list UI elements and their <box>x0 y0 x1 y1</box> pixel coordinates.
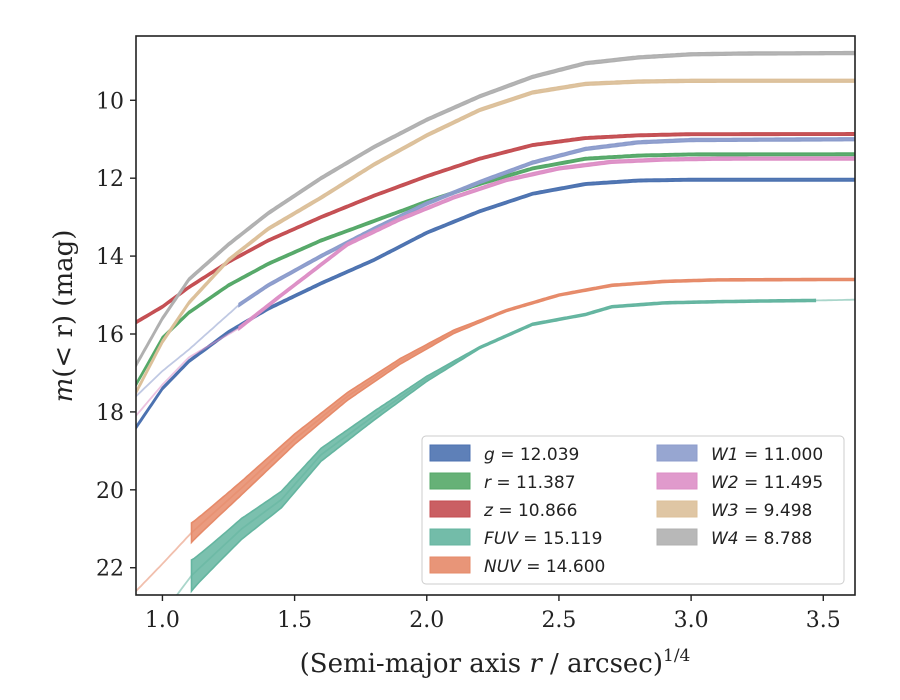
series-FUV <box>175 298 855 595</box>
legend-label: W4 = 8.788 <box>711 529 812 549</box>
legend-label: z = 10.866 <box>483 501 577 521</box>
series-band-g <box>136 177 855 431</box>
legend-swatch <box>656 472 698 490</box>
legend-entry-z: z = 10.866 <box>429 500 577 521</box>
series-line-z <box>136 133 855 324</box>
series-W1 <box>136 137 855 397</box>
x-axis-label: (Semi-major axis r / arcsec)1/4 <box>300 646 691 679</box>
legend-box <box>421 435 845 585</box>
x-axis-label-var: r <box>529 649 543 679</box>
legend-entry-W3: W3 = 9.498 <box>656 500 812 521</box>
legend: g = 12.039 r = 11.387 z = 10.866 FUV = 15.1… <box>421 435 845 585</box>
series-band-r <box>136 152 855 387</box>
x-axis: 1.0 1.5 2.0 2.5 3.0 3.5 <box>145 595 841 633</box>
legend-swatch <box>656 444 698 462</box>
y-tick-label: 12 <box>96 167 124 192</box>
series-line-W4 <box>136 52 855 366</box>
x-tick-label: 2.5 <box>541 608 576 633</box>
legend-entry-FUV: FUV = 15.119 <box>429 528 602 549</box>
y-tick-label: 14 <box>96 245 124 270</box>
series-band-NUV <box>190 277 855 545</box>
y-tick-label: 16 <box>96 323 124 348</box>
series-band-W1 <box>238 137 855 308</box>
series-W2 <box>136 156 855 417</box>
series-line-W2 <box>136 157 855 417</box>
legend-entry-r: r = 11.387 <box>429 472 576 493</box>
series-W3 <box>136 78 855 395</box>
legend-entry-W4: W4 = 8.788 <box>656 528 812 549</box>
legend-label: FUV = 15.119 <box>484 529 602 549</box>
x-axis-label-tail: / arcsec) <box>542 649 663 679</box>
series-layer <box>136 50 855 595</box>
legend-swatch <box>429 528 471 546</box>
legend-swatch <box>656 500 698 518</box>
series-line-W3 <box>136 79 855 393</box>
x-tick-label: 2.0 <box>409 608 444 633</box>
y-axis-label: m(< r) (mag) <box>49 230 79 403</box>
y-tick-label: 18 <box>96 401 124 426</box>
series-line-r <box>136 153 855 386</box>
x-axis-label-sup: 1/4 <box>663 646 690 666</box>
series-W4 <box>136 50 855 369</box>
legend-entry-g: g = 12.039 <box>429 444 579 465</box>
series-band-W2 <box>238 156 855 332</box>
legend-swatch <box>429 500 471 518</box>
legend-label: g = 12.039 <box>484 445 579 465</box>
series-band-W4 <box>136 50 855 369</box>
series-band-FUV <box>190 298 817 594</box>
legend-label: W2 = 11.495 <box>711 473 823 493</box>
series-band-W3 <box>136 78 855 395</box>
series-r <box>136 152 855 387</box>
x-axis-label-main: (Semi-major axis <box>300 649 530 679</box>
x-tick-label: 3.5 <box>806 608 841 633</box>
x-tick-label: 1.0 <box>145 608 180 633</box>
y-axis: 10 12 14 16 18 20 22 <box>96 89 136 582</box>
legend-label: r = 11.387 <box>484 473 576 493</box>
series-band-z <box>136 132 855 325</box>
x-tick-label: 1.5 <box>277 608 312 633</box>
legend-swatch <box>429 556 471 574</box>
x-tick-label: 3.0 <box>674 608 709 633</box>
legend-entry-W1: W1 = 11.000 <box>656 444 823 465</box>
legend-entry-NUV: NUV = 14.600 <box>429 556 605 577</box>
series-z <box>136 132 855 325</box>
y-tick-label: 10 <box>96 89 124 114</box>
legend-swatch <box>429 444 471 462</box>
legend-swatch <box>656 528 698 546</box>
legend-entry-W2: W2 = 11.495 <box>656 472 823 493</box>
legend-label: W3 = 9.498 <box>711 501 812 521</box>
y-tick-label: 22 <box>96 557 124 582</box>
legend-swatch <box>429 472 471 490</box>
plot-frame <box>135 35 856 596</box>
y-tick-label: 20 <box>96 479 124 504</box>
y-axis-label-main: m <box>49 378 79 403</box>
y-axis-label-tail: (< r) (mag) <box>49 230 79 378</box>
legend-label: NUV = 14.600 <box>484 557 605 577</box>
legend-label: W1 = 11.000 <box>711 445 823 465</box>
series-NUV <box>136 277 855 592</box>
